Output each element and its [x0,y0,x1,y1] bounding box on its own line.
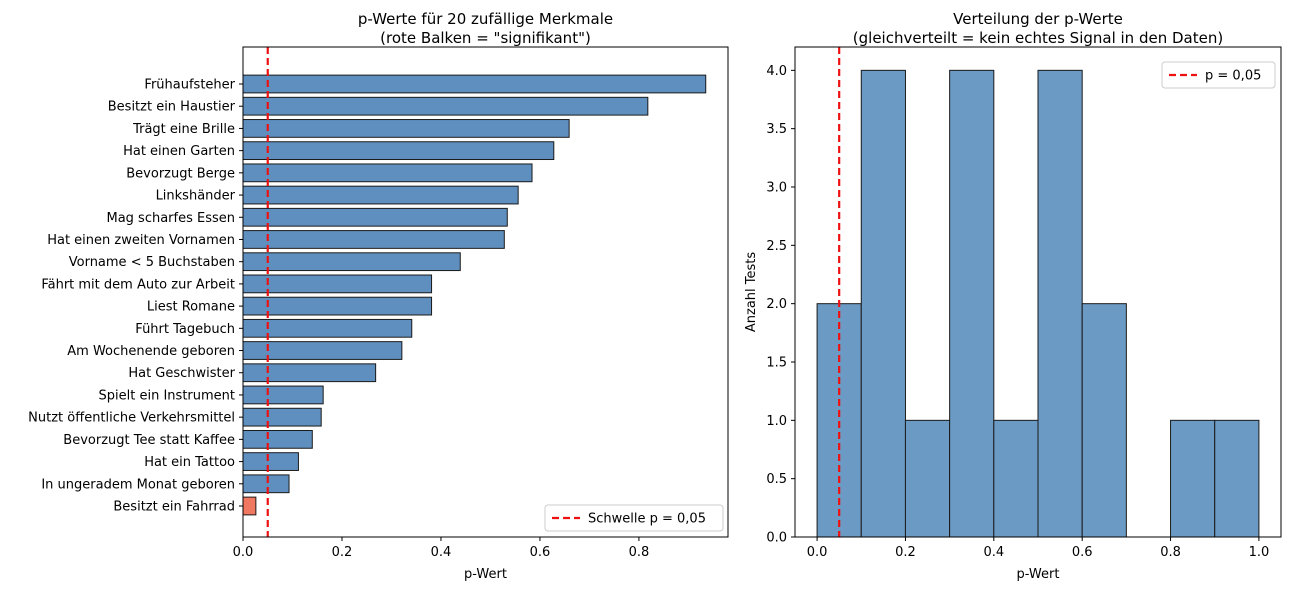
y-tick-label-2: Trägt eine Brille [132,122,235,137]
bar-13 [242,363,377,383]
chart2-axes-frame [794,46,1282,538]
y-tick-label-13: Hat Geschwister [128,366,235,381]
chart2-subtitle: (gleichverteilt = kein echtes Signal in … [853,29,1223,47]
y-tick-label-8: 4.0 [766,64,787,79]
y-tick-label-1: 0.5 [766,472,787,487]
y-tick-label-8: Vorname < 5 Buchstaben [69,255,235,270]
bar-5 [242,185,519,205]
hist-bin-3 [949,69,995,538]
chart-p-values-histogram: Verteilung der p-Werte (gleichverteilt =… [744,10,1282,582]
bar-17 [242,452,299,471]
chart2-x-axis-label: p-Wert [1017,567,1060,582]
y-tick-label-7: 3.5 [766,122,787,137]
chart1-subtitle: (rote Balken = "signifikant") [380,29,591,47]
chart1-x-axis-label: p-Wert [464,567,507,582]
bar-6 [242,207,508,227]
y-tick-label-5: 2.5 [766,239,787,254]
bar-7 [242,230,505,249]
hist-bin-6 [1081,303,1127,538]
bar-18 [242,474,290,494]
x-tick-label-5: 1.0 [1249,545,1270,560]
chart2-y-ticks: 0.0 0.5 1.0 1.5 2.0 2.5 3.0 3.5 4.0 [766,64,795,546]
y-tick-label-7: Hat einen zweiten Vornamen [47,233,235,248]
y-tick-label-17: Hat ein Tattoo [144,455,235,470]
y-tick-label-18: In ungeradem Monat geboren [41,477,235,492]
x-tick-label-2: 0.4 [983,545,1004,560]
chart1-y-ticks: Frühaufsteher Besitzt ein Haustier Trägt e… [28,78,243,515]
x-tick-label-4: 0.8 [1160,545,1181,560]
chart2-legend-threshold-label: p = 0,05 [1205,69,1261,84]
y-tick-label-0: 0.0 [766,531,787,546]
y-tick-label-16: Bevorzugt Tee statt Kaffee [63,433,235,448]
y-tick-label-2: 1.0 [766,414,787,429]
hist-bin-8 [1170,419,1216,538]
bar-15 [242,407,322,427]
y-tick-label-11: Führt Tagebuch [135,322,235,337]
hist-bin-2 [904,419,951,538]
bar-4 [242,163,533,183]
x-tick-label-1: 0.2 [332,545,353,560]
bar-8 [242,252,461,272]
y-tick-label-0: Frühaufsteher [144,78,235,93]
bar-3 [242,141,555,161]
chart2-bars [816,69,1260,538]
bar-10 [242,296,433,316]
y-tick-label-4: 2.0 [766,297,787,312]
chart2-x-ticks: 0.0 0.2 0.4 0.6 0.8 1.0 [807,537,1270,560]
chart2-title: Verteilung der p-Werte [953,10,1123,28]
y-tick-label-6: Mag scharfes Essen [106,211,235,226]
x-tick-label-4: 0.8 [629,545,650,560]
chart1-title: p-Werte für 20 zufällige Merkmale [358,10,613,28]
chart1-axes-frame [242,46,729,538]
hist-bin-1 [860,69,906,538]
y-tick-label-5: Linkshänder [156,189,236,204]
bar-2 [242,119,570,138]
bar-9 [242,274,433,294]
hist-bin-4 [993,419,1039,538]
chart1-legend-threshold-label: Schwelle p = 0,05 [588,512,706,527]
chart2-legend-box [1161,61,1276,89]
chart-p-values-bar: p-Werte für 20 zufällige Merkmale (rote … [28,10,729,582]
bar-0 [242,74,707,94]
y-tick-label-4: Bevorzugt Berge [126,166,235,181]
y-tick-label-10: Liest Romane [147,300,235,315]
bar-1 [242,96,649,116]
chart1-legend: Schwelle p = 0,05 [544,504,724,532]
y-tick-label-12: Am Wochenende geboren [67,344,235,359]
y-tick-label-6: 3.0 [766,181,787,196]
y-tick-label-15: Nutzt öffentliche Verkehrsmittel [28,411,235,426]
chart2-y-axis-label: Anzahl Tests [744,252,759,333]
x-tick-label-3: 0.6 [1072,545,1093,560]
chart1-bars [242,74,707,516]
x-tick-label-1: 0.2 [895,545,916,560]
hist-bin-5 [1037,69,1083,538]
y-tick-label-3: 1.5 [766,356,787,371]
x-tick-label-0: 0.0 [233,545,254,560]
chart2-legend: p = 0,05 [1161,61,1276,89]
x-tick-label-3: 0.6 [530,545,551,560]
y-tick-label-3: Hat einen Garten [123,144,235,159]
y-tick-label-9: Fährt mit dem Auto zur Arbeit [41,277,235,292]
bar-14 [242,385,324,405]
x-tick-label-0: 0.0 [807,545,828,560]
bar-16 [242,429,313,449]
y-tick-label-19: Besitzt ein Fahrrad [113,500,235,515]
chart1-x-ticks: 0.0 0.2 0.4 0.6 0.8 [233,537,650,560]
chart1-legend-box [544,504,724,532]
bar-19 [242,496,257,516]
x-tick-label-2: 0.4 [431,545,452,560]
y-tick-label-1: Besitzt ein Haustier [108,100,236,115]
y-tick-label-14: Spielt ein Instrument [99,388,235,403]
hist-bin-9 [1214,419,1260,538]
